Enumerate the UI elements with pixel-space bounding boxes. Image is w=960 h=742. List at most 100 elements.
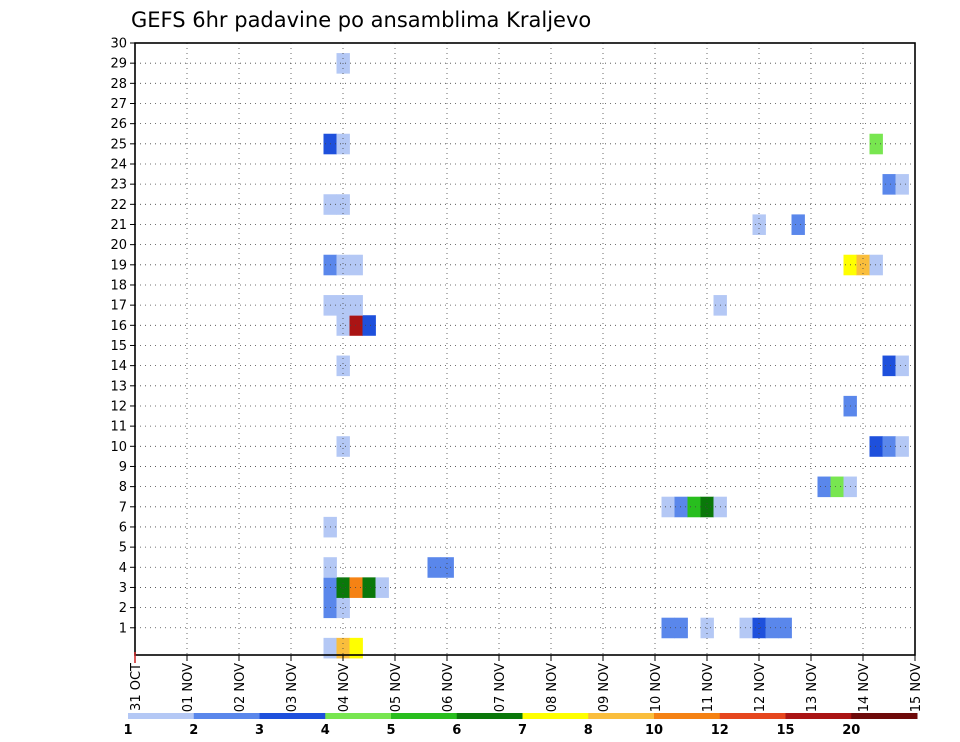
colorbar-swatch xyxy=(128,713,195,719)
y-tick-label: 3 xyxy=(119,581,127,596)
precip-cell xyxy=(882,436,896,457)
precip-cell xyxy=(882,355,896,377)
x-tick-label: 03 NOV xyxy=(285,663,300,712)
y-tick-label: 21 xyxy=(110,218,127,233)
y-tick-label: 7 xyxy=(119,500,127,515)
precip-cell xyxy=(700,617,714,639)
precip-cell xyxy=(830,476,844,498)
x-tick-label: 06 NOV xyxy=(441,663,456,712)
y-tick-label: 22 xyxy=(110,198,127,213)
x-tick-label: 09 NOV xyxy=(597,663,612,712)
y-tick-label: 23 xyxy=(110,178,127,193)
precip-cell xyxy=(323,637,337,659)
colorbar-label: 3 xyxy=(255,723,264,738)
y-tick-label: 15 xyxy=(110,339,127,354)
colorbar-label: 2 xyxy=(189,723,198,738)
colorbar-label: 20 xyxy=(842,723,860,738)
colorbar-label: 1 xyxy=(123,723,132,738)
x-tick-label: 07 NOV xyxy=(493,663,508,712)
x-tick-label: 05 NOV xyxy=(389,663,404,712)
precip-cell xyxy=(765,617,779,639)
colorbar-label: 5 xyxy=(386,723,395,738)
y-tick-label: 25 xyxy=(110,137,127,152)
y-tick-label: 28 xyxy=(110,77,127,92)
colorbar-label: 4 xyxy=(321,723,330,738)
precip-cell xyxy=(674,617,688,639)
x-axis: 31 OCT 01 NOV 02 NOV 03 NOV 04 NOV 05 NOV 06 N… xyxy=(129,652,924,712)
x-tick-label: 12 NOV xyxy=(753,663,768,712)
colorbar-swatch xyxy=(719,713,786,719)
y-tick-label: 26 xyxy=(110,117,127,132)
colorbar-label: 6 xyxy=(452,723,461,738)
precip-cell xyxy=(427,557,441,578)
y-tick-label: 17 xyxy=(110,299,127,314)
y-tick-label: 6 xyxy=(119,520,127,535)
x-tick-label: 04 NOV xyxy=(337,663,352,712)
y-tick-label: 8 xyxy=(119,480,127,495)
colorbar-swatch xyxy=(456,713,523,719)
chart-title: GEFS 6hr padavine po ansamblima Kraljevo xyxy=(131,8,591,32)
precip-cell xyxy=(661,617,675,639)
precip-cell xyxy=(336,597,350,619)
x-tick-label: 31 OCT xyxy=(129,663,144,711)
precip-cell xyxy=(336,295,350,316)
y-axis: 1234567891011121314151617181920212223242… xyxy=(110,37,135,636)
y-tick-label: 11 xyxy=(110,420,127,435)
precip-cell xyxy=(895,355,909,377)
precip-cell xyxy=(882,174,896,195)
colorbar-label: 8 xyxy=(584,723,593,738)
precip-cell xyxy=(791,214,805,235)
colorbar-swatch xyxy=(851,713,918,719)
precip-cell xyxy=(349,577,363,598)
precip-cell xyxy=(661,496,675,518)
y-tick-label: 12 xyxy=(110,399,127,414)
y-tick-label: 1 xyxy=(119,621,127,636)
x-tick-label: 13 NOV xyxy=(805,663,820,712)
precipitation-cells xyxy=(323,53,909,659)
colorbar: 1 2 3 4 5 6 7 8 10 12 15 20 xyxy=(123,713,918,738)
y-tick-label: 13 xyxy=(110,379,127,394)
y-tick-label: 2 xyxy=(119,601,127,616)
y-tick-label: 30 xyxy=(110,37,127,52)
x-tick-label: 08 NOV xyxy=(545,663,560,712)
precip-cell xyxy=(349,295,363,316)
precip-cell xyxy=(336,355,350,377)
precip-cell xyxy=(869,254,883,276)
precip-cell xyxy=(869,133,883,155)
precip-cell xyxy=(336,577,350,598)
precip-cell xyxy=(336,436,350,457)
precip-cell xyxy=(856,254,870,276)
precip-cell xyxy=(336,254,350,276)
colorbar-label: 12 xyxy=(711,723,729,738)
y-tick-label: 20 xyxy=(110,238,127,253)
precip-cell xyxy=(674,496,688,518)
colorbar-swatch xyxy=(588,713,655,719)
colorbar-swatch xyxy=(193,713,260,719)
colorbar-label: 7 xyxy=(518,723,527,738)
x-tick-label: 15 NOV xyxy=(909,663,924,712)
colorbar-swatch xyxy=(654,713,721,719)
precip-cell xyxy=(336,133,350,155)
y-tick-label: 4 xyxy=(119,561,127,576)
precip-cell xyxy=(362,315,376,336)
precip-cell xyxy=(752,617,766,639)
precip-cell xyxy=(687,496,701,518)
precip-cell xyxy=(349,315,363,336)
x-tick-label: 10 NOV xyxy=(649,663,664,712)
precip-cell xyxy=(362,577,376,598)
precip-cell xyxy=(817,476,831,498)
y-tick-label: 29 xyxy=(110,57,127,72)
y-tick-label: 10 xyxy=(110,440,127,455)
colorbar-label: 15 xyxy=(776,723,794,738)
precip-cell xyxy=(869,436,883,457)
x-tick-label: 01 NOV xyxy=(181,663,196,712)
plot-frame xyxy=(134,42,916,656)
y-tick-label: 19 xyxy=(110,258,127,273)
precip-cell xyxy=(440,557,454,578)
y-tick-label: 9 xyxy=(119,460,127,475)
colorbar-label: 10 xyxy=(645,723,663,738)
precip-cell xyxy=(336,194,350,215)
x-tick-label: 02 NOV xyxy=(233,663,248,712)
precip-cell xyxy=(895,174,909,195)
